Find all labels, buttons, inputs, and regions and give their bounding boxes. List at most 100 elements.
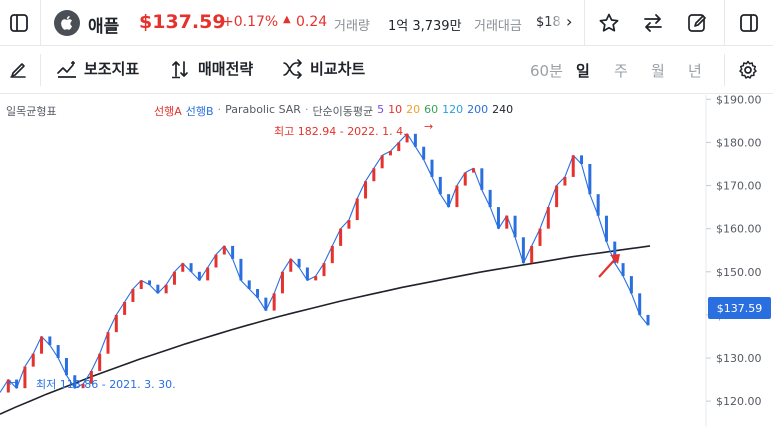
y-axis-tick-label: $180.00 xyxy=(716,136,762,149)
price-candle xyxy=(546,207,550,229)
price-candle xyxy=(272,293,276,311)
period-day[interactable]: 일 xyxy=(576,62,590,80)
price-candle xyxy=(430,159,434,177)
indicator-legend[interactable]: 선행A 선행B · Parabolic SAR · 단순이동평균 5 10 20 60 120 200… xyxy=(154,103,513,119)
price-candle xyxy=(189,263,193,272)
price-candle xyxy=(347,220,351,229)
legend-title: 일목균형표 xyxy=(6,105,57,118)
legend-item: Parabolic SAR xyxy=(225,103,301,116)
price-candle xyxy=(339,228,343,246)
indicator-label: 보조지표 xyxy=(84,60,140,78)
legend-item: 60 xyxy=(424,103,439,116)
trade-arrows-icon xyxy=(172,60,188,78)
price-candle xyxy=(231,245,235,259)
legend-item: · xyxy=(217,103,222,116)
low-annotation: 최저 118.86 - 2021. 3. 30. xyxy=(36,378,176,391)
ticker-name: 애플 xyxy=(88,17,120,37)
price-candle xyxy=(264,297,268,311)
price-candle xyxy=(40,336,44,354)
price-candle xyxy=(496,207,500,229)
price-candle xyxy=(73,375,77,389)
price-candle xyxy=(280,271,284,294)
indicator-button[interactable]: 보조지표 xyxy=(56,58,139,79)
price-candle xyxy=(289,258,293,272)
up-triangle-icon: ▲ xyxy=(283,14,291,25)
y-axis-tick-label: $130.00 xyxy=(716,352,762,365)
price-candle xyxy=(172,271,176,285)
price-candle xyxy=(638,293,642,315)
swap-icon[interactable] xyxy=(640,10,666,36)
price-candle xyxy=(571,155,575,177)
price-candle xyxy=(621,263,625,277)
low-arrow-icon: ← xyxy=(8,376,18,389)
price-candle xyxy=(413,133,417,147)
settings-gear-icon[interactable] xyxy=(736,58,760,82)
price-candle xyxy=(604,215,608,242)
price-candle xyxy=(355,198,359,221)
price-candle xyxy=(422,146,426,160)
price-line xyxy=(0,133,649,393)
price-candle xyxy=(505,215,509,229)
price-candle xyxy=(596,194,600,216)
price-candle xyxy=(6,379,10,393)
draw-pen-icon[interactable] xyxy=(6,58,30,82)
y-axis-tick-label: $150.00 xyxy=(716,266,762,279)
legend-item: 5 xyxy=(377,103,385,116)
top-bar: 애플 $137.59 +0.17% ▲ 0.24 거래량 1억 3,739만 거… xyxy=(0,0,773,46)
sidebar-toggle-icon[interactable] xyxy=(6,10,32,36)
current-price: $137.59 xyxy=(139,11,226,33)
more-chevron-icon[interactable]: › xyxy=(566,12,573,31)
price-candle xyxy=(521,237,525,264)
price-candle xyxy=(472,168,476,173)
change-percent: +0.17% xyxy=(222,14,279,30)
price-candle xyxy=(330,245,334,264)
price-candle xyxy=(222,245,226,255)
legend-item: 선행B xyxy=(185,105,214,118)
price-candle xyxy=(455,185,459,208)
period-week[interactable]: 주 xyxy=(614,62,628,80)
favorite-star-icon[interactable] xyxy=(596,10,622,36)
price-candle xyxy=(148,280,152,285)
strategy-button[interactable]: 매매전략 xyxy=(170,58,253,79)
price-candle xyxy=(206,267,210,281)
panel-toggle-icon[interactable] xyxy=(736,10,762,36)
period-60min[interactable]: 60분 xyxy=(530,62,563,80)
compare-button[interactable]: 비교차트 xyxy=(282,58,365,79)
compare-icon xyxy=(283,58,302,79)
legend-item: 200 xyxy=(467,103,489,116)
indicator-icon xyxy=(57,60,76,78)
compare-label: 비교차트 xyxy=(310,60,366,78)
signal-arrow-icon xyxy=(596,250,624,284)
price-candle xyxy=(629,276,633,294)
price-candle xyxy=(156,284,160,294)
price-candle xyxy=(555,185,559,208)
price-candle xyxy=(214,254,218,268)
chart-area[interactable]: $190.00$180.00$170.00$160.00$150.00$140.… xyxy=(0,95,773,427)
price-candle xyxy=(388,151,392,156)
amount-label: 거래대금 xyxy=(474,19,522,34)
price-candle xyxy=(480,168,484,190)
price-candle xyxy=(322,263,326,277)
volume-value: 1억 3,739만 xyxy=(388,19,462,34)
price-candle xyxy=(139,280,143,290)
price-candle xyxy=(15,379,19,389)
period-year[interactable]: 년 xyxy=(688,62,702,80)
price-candle xyxy=(538,228,542,246)
price-candle xyxy=(256,289,260,298)
price-candle xyxy=(31,353,35,367)
high-arrow-icon: → xyxy=(424,120,434,133)
legend-item: 10 xyxy=(388,103,403,116)
period-month[interactable]: 월 xyxy=(651,62,665,80)
price-candle xyxy=(106,332,110,354)
change-amount: 0.24 xyxy=(296,14,328,30)
legend-item: 선행A xyxy=(154,105,182,118)
price-candle xyxy=(164,284,168,294)
legend-item: 240 xyxy=(492,103,514,116)
price-candle xyxy=(397,142,401,152)
edit-icon[interactable] xyxy=(684,10,710,36)
price-candle xyxy=(372,168,376,182)
y-axis-tick-label: $190.00 xyxy=(716,95,762,106)
price-candle xyxy=(239,258,243,281)
price-candle xyxy=(646,314,650,326)
price-candle xyxy=(114,314,118,333)
